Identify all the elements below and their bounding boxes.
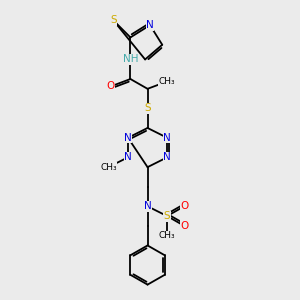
Text: S: S bbox=[144, 103, 151, 113]
Text: N: N bbox=[163, 133, 171, 143]
Text: S: S bbox=[164, 211, 170, 221]
Text: O: O bbox=[107, 81, 115, 92]
Text: NH: NH bbox=[123, 54, 138, 64]
Text: CH₃: CH₃ bbox=[159, 231, 176, 240]
Text: CH₃: CH₃ bbox=[100, 163, 117, 172]
Text: N: N bbox=[163, 152, 171, 162]
Text: N: N bbox=[124, 133, 132, 143]
Text: N: N bbox=[124, 152, 132, 162]
Text: N: N bbox=[146, 20, 154, 30]
Text: O: O bbox=[180, 201, 188, 211]
Text: S: S bbox=[110, 15, 117, 25]
Text: N: N bbox=[144, 201, 152, 211]
Text: CH₃: CH₃ bbox=[159, 77, 176, 86]
Text: O: O bbox=[180, 221, 188, 231]
